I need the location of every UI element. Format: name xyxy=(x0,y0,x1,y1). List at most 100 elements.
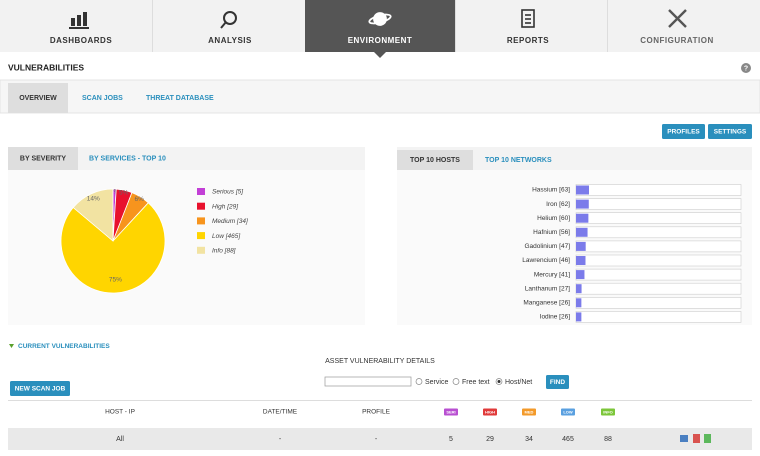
severity-badge xyxy=(522,408,536,416)
row-action[interactable] xyxy=(680,435,688,442)
icon-environment xyxy=(368,12,392,26)
button-label[interactable]: NEW SCAN JOB xyxy=(15,386,66,393)
button-label[interactable]: SETTINGS xyxy=(714,129,747,136)
bar-label: Manganese [26] xyxy=(523,300,570,307)
severity-badge xyxy=(483,408,497,416)
bar xyxy=(576,284,582,294)
panel-tab[interactable]: TOP 10 HOSTS xyxy=(410,157,460,164)
bar-track xyxy=(575,184,742,196)
column-header: INFO xyxy=(603,409,613,414)
bar-label: Iron [62] xyxy=(546,201,570,208)
bar xyxy=(576,312,582,322)
legend-label: Serious [5] xyxy=(212,189,243,196)
panel-tab[interactable]: TOP 10 NETWORKS xyxy=(485,157,552,164)
section-heading: ASSET VULNERABILITY DETAILS xyxy=(325,358,435,365)
radio[interactable] xyxy=(415,378,423,385)
bar-track xyxy=(575,212,742,224)
table-row xyxy=(8,428,752,450)
nav-tab[interactable]: REPORTS xyxy=(507,36,549,45)
panel-tab-bar xyxy=(8,147,365,170)
nav-tab[interactable]: DASHBOARDS xyxy=(50,36,113,45)
legend-swatch xyxy=(197,246,205,254)
button[interactable] xyxy=(708,124,752,139)
legend-label: High [29] xyxy=(212,203,238,210)
bar xyxy=(576,270,585,280)
help-label[interactable]: ? xyxy=(744,65,748,72)
legend-swatch xyxy=(197,232,205,240)
legend-label: Low [465] xyxy=(212,233,240,240)
sub-tab[interactable]: THREAT DATABASE xyxy=(146,95,214,102)
legend-swatch xyxy=(197,217,205,225)
button-label[interactable]: FIND xyxy=(550,379,565,386)
bar-track xyxy=(575,254,742,267)
divider xyxy=(152,0,153,52)
nav-tab[interactable]: ANALYSIS xyxy=(208,36,252,45)
search-input[interactable] xyxy=(324,376,412,387)
toggle-arrow[interactable] xyxy=(9,344,14,348)
divider xyxy=(607,0,608,52)
radio-label[interactable]: Service xyxy=(425,379,448,386)
row-action[interactable] xyxy=(693,434,700,443)
severity-badge xyxy=(601,408,615,416)
button[interactable] xyxy=(662,124,705,139)
panel-tab[interactable]: BY SERVICES - TOP 10 xyxy=(89,155,166,162)
bar-track xyxy=(575,240,742,253)
sub-tab[interactable]: SCAN JOBS xyxy=(82,95,123,102)
active-pointer xyxy=(374,52,386,58)
table-cell: - xyxy=(279,436,282,443)
legend-label: Info [88] xyxy=(212,248,236,255)
panel-tab[interactable]: BY SEVERITY xyxy=(20,155,66,162)
nav-tab[interactable]: ENVIRONMENT xyxy=(348,36,413,45)
slice-label: 1% xyxy=(110,188,120,195)
pie-chart: 1% Serious [5] 5% High [29] 6% Medium [34] 75%… xyxy=(60,188,248,294)
column-header: HIGH xyxy=(485,409,495,414)
radio-label[interactable]: Host/Net xyxy=(505,379,532,386)
slice-label: 75% xyxy=(109,277,122,284)
bar-chart: Hassium [63] Iron [62] Helium [60] Hafnium … xyxy=(522,184,742,323)
radio-label[interactable]: Free text xyxy=(462,379,490,386)
bar-label: Gadolinium [47] xyxy=(524,243,570,250)
nav-tab[interactable]: CONFIGURATION xyxy=(640,36,713,45)
button-label[interactable]: PROFILES xyxy=(667,129,700,136)
table-cell: 34 xyxy=(525,436,533,443)
bar xyxy=(576,298,582,308)
legend-swatch xyxy=(197,188,205,195)
panel-tab-active[interactable] xyxy=(397,150,473,170)
column-header: SERI xyxy=(446,409,455,414)
row-action[interactable] xyxy=(704,434,711,443)
legend-swatch xyxy=(197,202,205,210)
bar-label: Lawrencium [46] xyxy=(522,257,570,264)
bar-track xyxy=(575,282,742,295)
radio[interactable] xyxy=(452,378,460,385)
bar-label: Mercury [41] xyxy=(534,271,570,278)
help-icon[interactable] xyxy=(741,63,751,73)
slice-label: 14% xyxy=(87,195,100,202)
bar-track xyxy=(575,198,742,210)
bar xyxy=(576,256,586,265)
bar xyxy=(576,241,586,251)
section-toggle[interactable]: CURRENT VULNERABILITIES xyxy=(18,343,110,350)
panel-tab-bar xyxy=(397,147,752,170)
icon-reports xyxy=(521,9,535,28)
bar-track xyxy=(575,268,742,281)
icon-dashboards xyxy=(69,12,89,29)
bar-label: Hafnium [56] xyxy=(533,229,570,236)
icon-configuration xyxy=(668,9,687,28)
table-cell: 29 xyxy=(486,436,494,443)
column-header: HOST - IP xyxy=(105,409,135,416)
table-cell: 5 xyxy=(449,436,453,443)
panel-tab-active[interactable] xyxy=(8,147,78,170)
pie-slice xyxy=(72,188,114,242)
nav-tab-active[interactable] xyxy=(305,0,455,52)
column-header: DATE/TIME xyxy=(263,409,298,416)
severity-badge xyxy=(561,408,575,416)
sub-tab-bar xyxy=(0,79,760,114)
button[interactable] xyxy=(10,381,70,396)
sub-tab-active[interactable] xyxy=(8,83,68,113)
button[interactable] xyxy=(546,375,569,389)
radio-dot xyxy=(497,380,501,383)
divider xyxy=(8,400,752,401)
sub-tab[interactable]: OVERVIEW xyxy=(19,95,57,102)
bar xyxy=(576,185,589,195)
